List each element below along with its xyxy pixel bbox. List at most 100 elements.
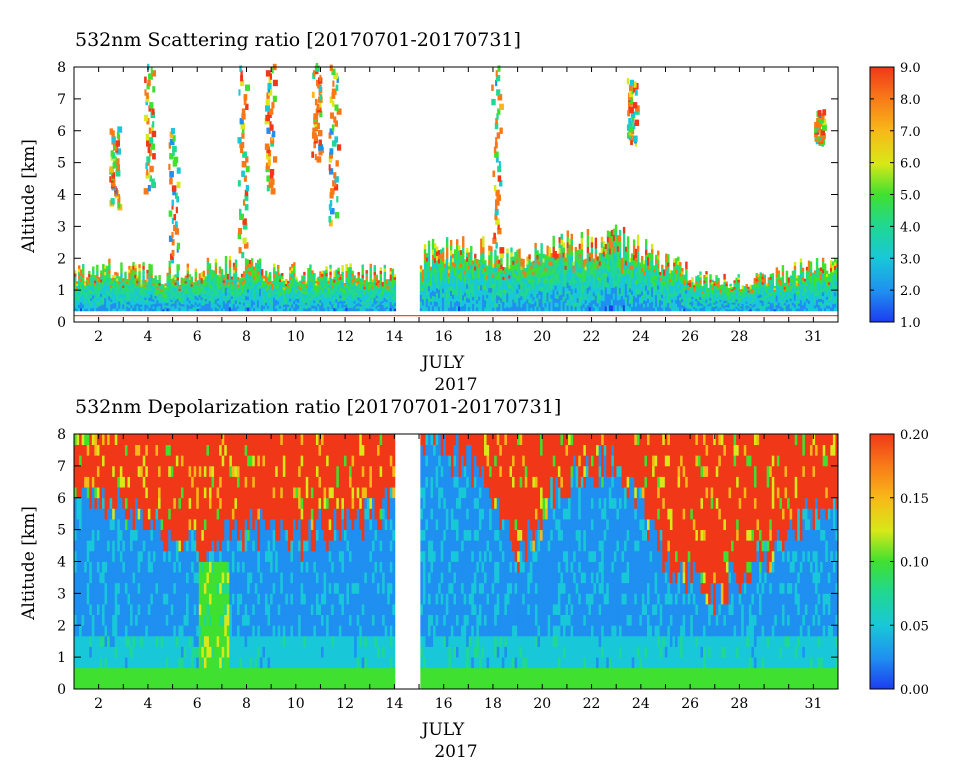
heatmap-cell (269, 294, 272, 298)
heatmap-cell (174, 279, 177, 283)
heatmap-cell (460, 302, 463, 307)
heatmap-cell (349, 307, 352, 312)
heatmap-cell (92, 285, 95, 290)
heatmap-cell (353, 280, 356, 284)
heatmap-cell (110, 289, 113, 293)
heatmap-cell (329, 264, 332, 269)
heatmap-cell (480, 279, 483, 286)
heatmap-cell (271, 285, 274, 288)
heatmap-cell (76, 287, 79, 291)
heatmap-cell (590, 247, 594, 253)
heatmap-cell (353, 295, 356, 299)
heatmap-cell (468, 252, 471, 257)
heatmap-cell (230, 301, 234, 304)
heatmap-cell (208, 304, 212, 308)
heatmap-cell (206, 276, 210, 281)
heatmap-cell (180, 303, 183, 307)
heatmap-cell (242, 285, 246, 289)
heatmap-cell (462, 262, 465, 269)
heatmap-cell (106, 272, 109, 276)
heatmap-cell (329, 281, 332, 285)
heatmap-cell (299, 291, 302, 295)
heatmap-cell (244, 273, 248, 278)
heatmap-cell (265, 279, 268, 283)
heatmap-cell (486, 294, 489, 299)
heatmap-cell (419, 301, 423, 305)
heatmap-cell (100, 284, 103, 289)
heatmap-cell (122, 287, 125, 291)
heatmap-cell (194, 304, 198, 309)
heatmap-cell (305, 304, 308, 308)
heatmap-cell (226, 281, 230, 285)
heatmap-cell (134, 277, 137, 282)
heatmap-cell (504, 289, 507, 293)
heatmap-cell (375, 300, 378, 304)
heatmap-cell (516, 254, 519, 259)
heatmap-cell (435, 246, 439, 252)
heatmap-cell (210, 287, 214, 291)
heatmap-cell (393, 305, 397, 309)
heatmap-cell (705, 282, 708, 286)
heatmap-cell (84, 283, 87, 286)
heatmap-cell (128, 278, 131, 283)
heatmap-cell (566, 230, 569, 237)
heatmap-cell (476, 266, 479, 271)
heatmap-cell (351, 307, 354, 312)
heatmap-cell (220, 283, 224, 288)
heatmap-cell (470, 301, 473, 307)
heatmap-cell (74, 276, 77, 280)
heatmap-cell (486, 268, 489, 273)
heatmap-cell (510, 301, 513, 307)
heatmap-cell (437, 302, 441, 307)
heatmap-cell (260, 295, 264, 300)
heatmap-cell (351, 302, 354, 306)
heatmap-cell (96, 304, 99, 308)
heatmap-cell (184, 288, 187, 292)
heatmap-cell (333, 276, 336, 280)
heatmap-cell (456, 305, 459, 312)
heatmap-cell (140, 301, 143, 305)
heatmap-cell (148, 263, 151, 268)
heatmap-cell (305, 293, 308, 297)
heatmap-cell (456, 254, 459, 261)
heatmap-cell (309, 267, 312, 272)
heatmap-cell (283, 282, 286, 286)
heatmap-cell (178, 303, 181, 306)
heatmap-cell (240, 294, 244, 299)
heatmap-cell (377, 286, 380, 290)
heatmap-cell (393, 279, 397, 283)
heatmap-cell (462, 252, 465, 258)
heatmap-cell (462, 257, 465, 264)
heatmap-cell (323, 279, 326, 283)
heatmap-cell (562, 242, 565, 248)
heatmap-cell (494, 280, 497, 285)
heatmap-cell (200, 277, 204, 281)
heatmap-cell (494, 249, 497, 255)
heatmap-cell (486, 275, 489, 279)
heatmap-cell (78, 271, 81, 276)
heatmap-cell (234, 307, 238, 312)
heatmap-cell (462, 236, 465, 242)
heatmap-cell (502, 270, 505, 274)
heatmap-cell (367, 298, 370, 301)
heatmap-cell (106, 265, 109, 270)
heatmap-cell (341, 278, 344, 282)
heatmap-cell (128, 288, 131, 292)
heatmap-cell (178, 290, 181, 293)
heatmap-cell (297, 296, 300, 299)
heatmap-cell (104, 274, 107, 279)
heatmap-cell (122, 299, 125, 302)
heatmap-cell (309, 307, 312, 312)
heatmap-cell (307, 304, 310, 309)
heatmap-cell (156, 295, 159, 298)
heatmap-cell (96, 307, 99, 312)
heatmap-cell (311, 296, 314, 300)
heatmap-cell (363, 291, 366, 294)
heatmap-cell (92, 266, 95, 271)
heatmap-cell (140, 308, 143, 312)
heatmap-cell (510, 251, 513, 257)
heatmap-cell (319, 288, 322, 292)
heatmap-cell (357, 274, 360, 278)
heatmap-cell (341, 287, 344, 292)
heatmap-cell (206, 257, 210, 262)
